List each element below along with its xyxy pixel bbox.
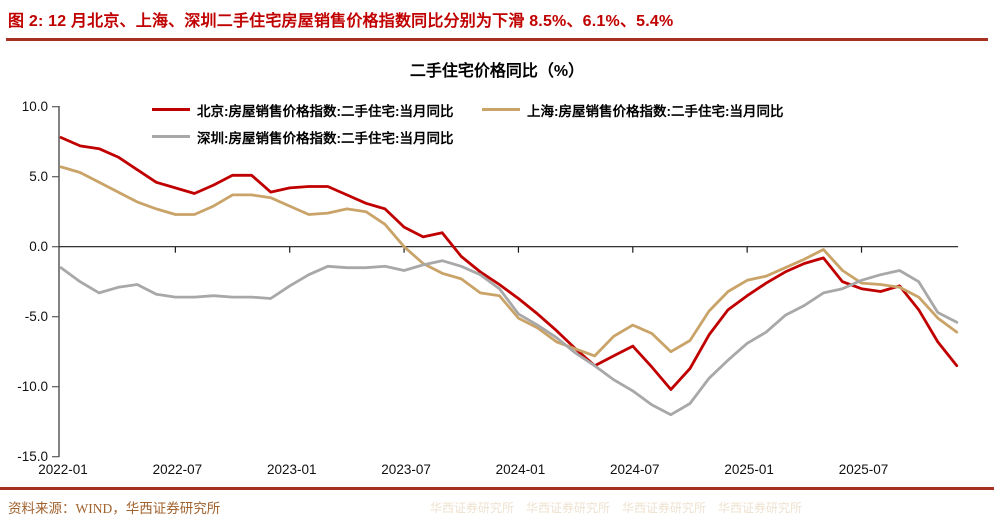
footer-rule: [0, 487, 994, 490]
legend-swatch-shanghai: [482, 107, 520, 112]
legend-item-shanghai: 上海:房屋销售价格指数:二手住宅:当月同比: [482, 96, 812, 123]
source-note: 资料来源：WIND，华西证券研究所: [8, 501, 221, 516]
series-line-beijing: [59, 136, 959, 391]
x-tick-label: 2022-07: [153, 462, 203, 477]
x-tick-label: 2024-01: [496, 462, 546, 477]
y-tick-label: -10.0: [17, 379, 48, 394]
watermark: 华西证券研究所 华西证券研究所 华西证券研究所 华西证券研究所: [430, 501, 803, 515]
legend-item-beijing: 北京:房屋销售价格指数:二手住宅:当月同比: [152, 96, 482, 123]
legend-label-shanghai: 上海:房屋销售价格指数:二手住宅:当月同比: [527, 103, 784, 119]
header-rule: [6, 38, 988, 41]
x-tick-label: 2025-01: [724, 462, 774, 477]
series-line-shenzhen: [59, 259, 959, 417]
x-tick-label: 2025-07: [839, 462, 889, 477]
chart-legend: 北京:房屋销售价格指数:二手住宅:当月同比 上海:房屋销售价格指数:二手住宅:当月…: [152, 96, 868, 150]
x-tick-label: 2024-07: [610, 462, 660, 477]
x-tick-label: 2023-07: [381, 462, 431, 477]
y-tick-label: 10.0: [22, 99, 48, 114]
figure-title: 图 2: 12 月北京、上海、深圳二手住宅房屋销售价格指数同比分别为下滑 8.5…: [8, 13, 674, 30]
x-tick-label: 2022-01: [38, 462, 88, 477]
y-tick-label: -5.0: [25, 309, 48, 324]
legend-item-shenzhen: 深圳:房屋销售价格指数:二手住宅:当月同比: [152, 123, 482, 150]
x-tick-label: 2023-01: [267, 462, 317, 477]
legend-label-shenzhen: 深圳:房屋销售价格指数:二手住宅:当月同比: [197, 130, 454, 146]
chart-title: 二手住宅价格同比（%）: [409, 63, 585, 80]
y-tick-label: 5.0: [29, 169, 48, 184]
legend-label-beijing: 北京:房屋销售价格指数:二手住宅:当月同比: [197, 103, 454, 119]
y-tick-label: 0.0: [29, 239, 48, 254]
y-tick-label: -15.0: [17, 449, 48, 464]
series-line-shanghai: [59, 165, 959, 358]
legend-swatch-shenzhen: [152, 134, 190, 139]
legend-swatch-beijing: [152, 107, 190, 112]
